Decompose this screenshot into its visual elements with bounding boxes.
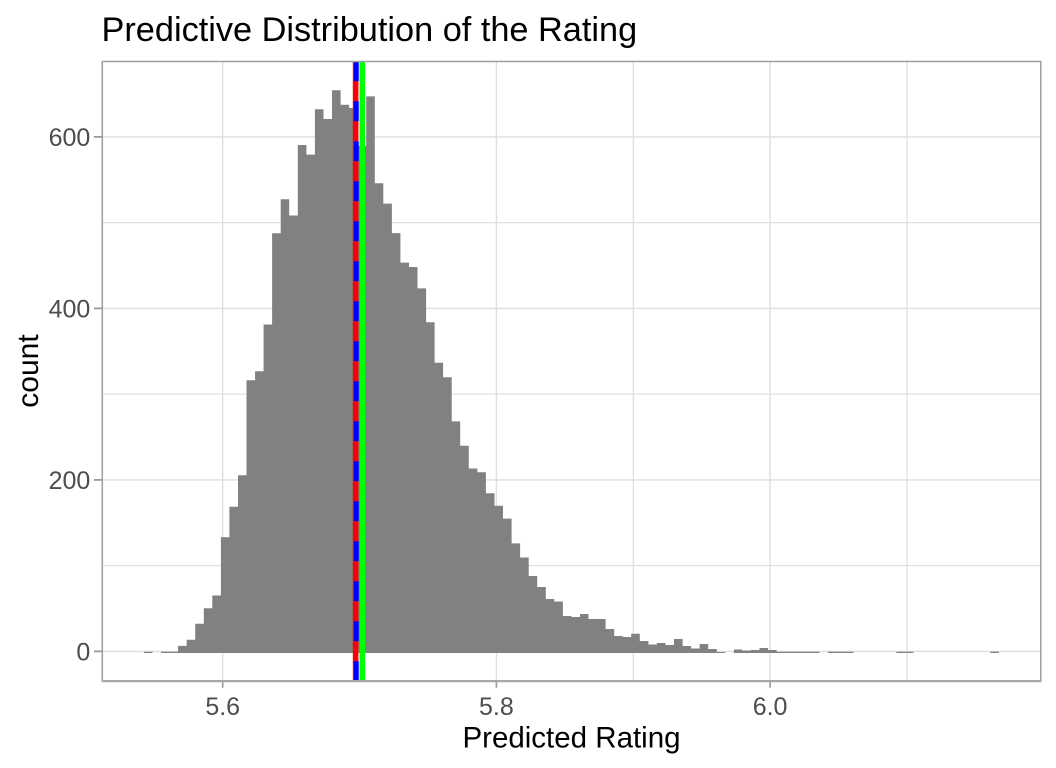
svg-text:400: 400 [49,296,91,324]
svg-text:Predicted Rating: Predicted Rating [462,722,680,755]
svg-text:6.0: 6.0 [753,693,788,721]
svg-text:600: 600 [49,124,91,152]
svg-text:5.6: 5.6 [205,693,240,721]
svg-text:5.8: 5.8 [479,693,514,721]
svg-text:200: 200 [49,467,91,495]
svg-text:count: count [12,334,45,408]
svg-text:0: 0 [76,639,90,667]
svg-text:Predictive Distribution of the: Predictive Distribution of the Rating [102,11,638,49]
